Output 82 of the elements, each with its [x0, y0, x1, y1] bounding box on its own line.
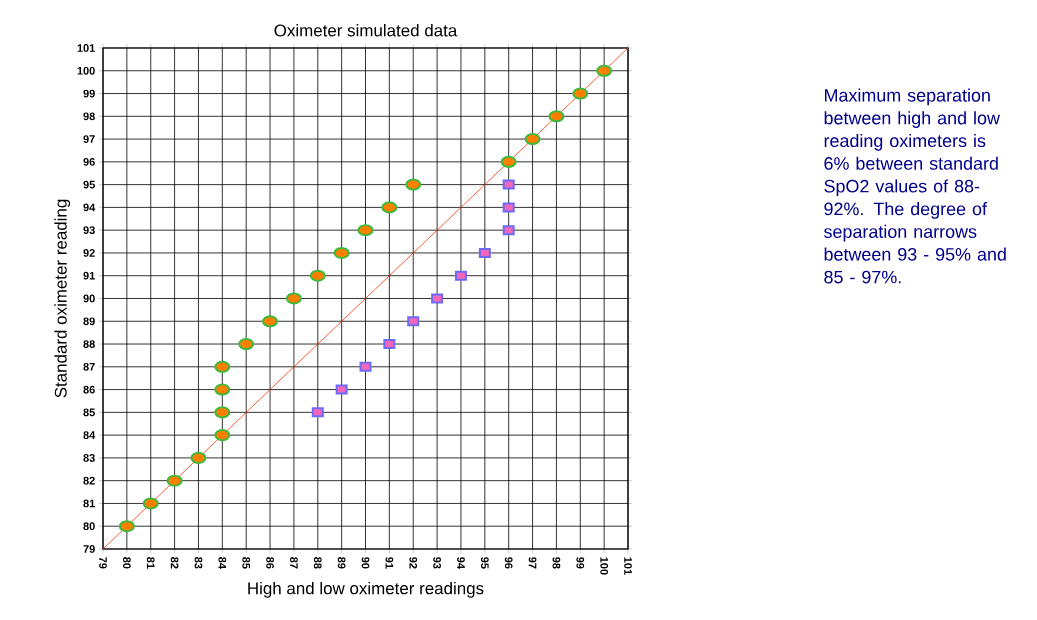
x-tick-label: 101	[624, 557, 632, 575]
point	[383, 339, 396, 350]
x-tick-label: 99	[576, 557, 585, 569]
x-tick-label: 83	[194, 557, 203, 569]
point	[407, 316, 420, 327]
point	[502, 179, 515, 190]
x-tick-label: 81	[146, 557, 155, 569]
x-axis-title: High and low oximeter readings	[248, 581, 484, 598]
y-tick-label: 98	[83, 112, 95, 121]
y-tick-label: 90	[83, 294, 95, 303]
y-tick-label: 87	[83, 362, 95, 371]
y-tick-label: 99	[83, 89, 95, 98]
y-tick-label: 100	[77, 66, 95, 75]
point	[238, 337, 255, 351]
point	[405, 178, 422, 191]
x-tick-label: 100	[600, 557, 609, 575]
y-tick-label: 95	[83, 180, 95, 189]
x-tick-label: 98	[552, 557, 561, 569]
point	[500, 155, 517, 168]
x-tick-label: 91	[385, 557, 394, 569]
x-tick-label: 97	[528, 557, 537, 569]
point	[502, 225, 515, 236]
y-tick-label: 97	[83, 135, 95, 143]
point	[548, 110, 565, 123]
point	[359, 361, 372, 372]
point	[524, 133, 541, 146]
x-tick-label: 93	[433, 557, 441, 569]
y-tick-label: 93	[83, 226, 95, 235]
y-tick-label: 96	[83, 157, 95, 166]
chart-title: Oximeter simulated data	[274, 24, 458, 37]
point	[596, 64, 613, 77]
x-tick-label: 79	[99, 557, 107, 569]
x-tick-label: 85	[242, 557, 251, 569]
x-tick-label: 90	[361, 557, 370, 569]
point	[214, 360, 231, 373]
x-tick-label: 82	[170, 557, 179, 569]
y-tick-label: 84	[83, 431, 96, 439]
x-tick-label: 92	[409, 557, 418, 569]
point	[478, 247, 491, 258]
y-tick-label: 79	[83, 545, 95, 553]
x-tick-label: 80	[122, 557, 131, 569]
x-tick-label: 94	[457, 557, 465, 569]
text: Maximum separation between high and low reading oximeters is 6% between standard SpO2 values of 88-92%. The degree of separation narrows between 93 - 95% and 85 - 97%.	[824, 88, 1006, 284]
point	[118, 520, 135, 533]
y-tick-label: 89	[83, 317, 95, 326]
point	[190, 451, 207, 464]
point	[431, 293, 444, 304]
point	[357, 224, 374, 237]
point	[166, 474, 183, 487]
y-tick-label: 80	[83, 522, 95, 531]
x-tick-label: 86	[266, 557, 274, 569]
point	[572, 87, 589, 100]
y-tick-label: 92	[83, 249, 95, 257]
point	[214, 383, 231, 396]
y-tick-label: 101	[77, 44, 95, 52]
point	[335, 384, 348, 395]
x-tick-label: 95	[480, 557, 489, 569]
y-axis-title: Standard oximeter reading	[54, 199, 71, 398]
point	[502, 202, 515, 213]
point	[311, 407, 324, 418]
point	[454, 270, 467, 281]
x-tick-label: 96	[504, 557, 513, 569]
point	[214, 406, 231, 419]
y-tick-label: 94	[83, 203, 96, 212]
point	[285, 292, 302, 305]
x-tick-label: 88	[313, 557, 322, 569]
point	[262, 315, 279, 328]
x-tick-label: 87	[290, 557, 298, 569]
point	[309, 269, 326, 282]
point	[381, 201, 398, 214]
y-tick-label: 86	[83, 385, 95, 394]
point	[333, 246, 350, 259]
y-tick-label: 82	[83, 476, 95, 485]
point	[214, 429, 231, 442]
y-tick-label: 81	[83, 499, 95, 508]
x-tick-label: 89	[337, 557, 346, 569]
x-tick-label: 84	[218, 557, 227, 569]
y-tick-label: 85	[83, 408, 95, 417]
y-tick-label: 83	[83, 454, 95, 462]
y-tick-label: 88	[83, 340, 95, 348]
point	[142, 497, 159, 510]
y-tick-label: 91	[83, 271, 95, 280]
